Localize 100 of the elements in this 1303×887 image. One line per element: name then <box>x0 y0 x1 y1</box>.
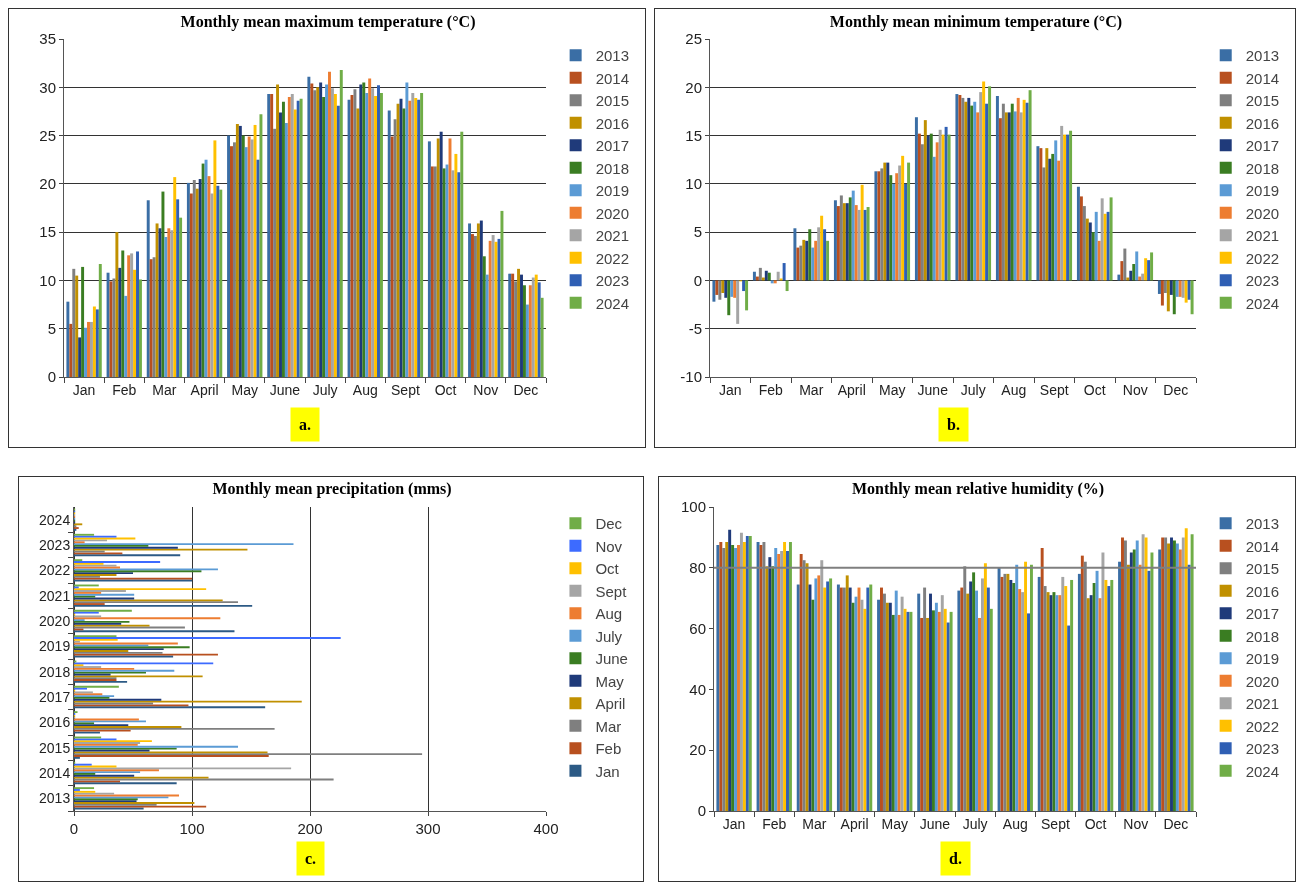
legend-label: 2018 <box>1245 627 1280 645</box>
legend-label: June <box>595 650 628 668</box>
y-tick-label: 2013 <box>39 790 71 807</box>
legend-label: Dec <box>595 515 623 533</box>
y-tick-label: 2018 <box>39 663 71 680</box>
x-tick-label: Jan <box>72 381 96 398</box>
x-tick-label: April <box>837 381 866 398</box>
x-tick-label: May <box>231 381 258 398</box>
legend-label: 2019 <box>1245 182 1280 200</box>
x-tick-label: May <box>879 381 906 398</box>
legend-label: 2013 <box>595 47 630 65</box>
x-tick-label: Nov <box>1123 815 1149 832</box>
text: c. <box>305 850 317 867</box>
x-tick-label: Mar <box>799 381 824 398</box>
y-tick-label: 2019 <box>39 638 71 655</box>
y-tick-label: 10 <box>39 271 56 289</box>
x-tick-label: Oct <box>1083 381 1106 398</box>
y-tick-label: 25 <box>39 126 56 144</box>
x-tick-label: 400 <box>533 820 559 837</box>
legend-label: 2024 <box>1245 762 1280 780</box>
legend-label: 2021 <box>1245 695 1280 713</box>
x-tick-label: Oct <box>1084 815 1107 832</box>
y-tick-label: 15 <box>39 223 56 241</box>
x-tick-label: Mar <box>152 381 177 398</box>
x-tick-label: Dec <box>1163 381 1189 398</box>
legend-label: 2023 <box>1245 740 1280 758</box>
x-tick-label: 200 <box>297 820 323 837</box>
y-tick-label: 2020 <box>39 612 71 629</box>
y-tick-label: 10 <box>685 175 702 193</box>
chart-title: Monthly mean precipitation (mms) <box>212 480 452 499</box>
x-tick-label: Feb <box>762 815 787 832</box>
chart-title: Monthly mean maximum temperature (°C) <box>180 12 476 31</box>
y-tick-label: 15 <box>685 126 702 144</box>
legend-label: 2015 <box>595 92 630 110</box>
x-tick-label: Aug <box>1001 381 1027 398</box>
legend-label: 2020 <box>1245 204 1280 222</box>
x-tick-label: Sept <box>391 381 420 398</box>
y-tick-label: 20 <box>685 78 702 96</box>
y-tick-label: -5 <box>688 319 702 337</box>
x-tick-label: Feb <box>758 381 784 398</box>
x-tick-label: 100 <box>179 820 205 837</box>
legend-label: 2015 <box>1245 92 1280 110</box>
legend-label: 2013 <box>1245 47 1280 65</box>
y-tick-label: 2014 <box>39 764 71 781</box>
legend-label: Nov <box>595 537 623 555</box>
legend-label: 2014 <box>595 69 630 87</box>
y-tick-label: 2021 <box>39 587 71 604</box>
chart-title: Monthly mean relative humidity (%) <box>851 480 1105 499</box>
x-tick-label: July <box>312 381 338 398</box>
y-tick-label: 0 <box>47 368 56 386</box>
y-tick-label: 2015 <box>39 739 71 756</box>
legend-label: 2014 <box>1245 69 1280 87</box>
x-tick-label: Mar <box>802 815 827 832</box>
legend-label: 2023 <box>1245 272 1280 290</box>
legend-label: 2013 <box>1245 515 1280 533</box>
legend-label: July <box>595 627 623 645</box>
y-tick-label: 5 <box>693 223 702 241</box>
legend-label: 2021 <box>595 227 630 245</box>
legend-label: 2019 <box>1245 650 1280 668</box>
y-tick-label: -10 <box>680 368 702 386</box>
x-tick-label: Aug <box>352 381 378 398</box>
x-tick-label: Nov <box>473 381 499 398</box>
legend-label: 2024 <box>1245 294 1280 312</box>
legend-label: 2020 <box>595 204 630 222</box>
x-tick-label: June <box>269 381 301 398</box>
legend-label: 2018 <box>1245 159 1280 177</box>
legend-label: 2015 <box>1245 560 1280 578</box>
y-tick-label: 100 <box>680 498 706 516</box>
x-tick-label: June <box>919 815 951 832</box>
y-tick-label: 25 <box>685 30 702 48</box>
legend-label: 2017 <box>1245 605 1280 623</box>
y-tick-label: 80 <box>689 559 706 577</box>
x-tick-label: Jan <box>718 381 742 398</box>
legend-label: April <box>595 695 626 713</box>
y-tick-label: 2016 <box>39 714 71 731</box>
legend-label: 2016 <box>1245 114 1280 132</box>
legend-label: May <box>595 672 625 690</box>
x-tick-label: Dec <box>1163 815 1189 832</box>
x-tick-label: July <box>960 381 986 398</box>
legend-label: 2019 <box>595 182 630 200</box>
y-tick-label: 2022 <box>39 562 71 579</box>
legend-label: 2024 <box>595 294 630 312</box>
legend-label: Jan <box>595 762 620 780</box>
x-tick-label: 300 <box>415 820 441 837</box>
x-tick-label: Dec <box>513 381 539 398</box>
x-tick-label: Sept <box>1041 815 1070 832</box>
y-tick-label: 40 <box>689 680 706 698</box>
x-tick-label: July <box>962 815 988 832</box>
legend-label: 2022 <box>595 249 630 267</box>
legend-label: 2018 <box>595 159 630 177</box>
x-tick-label: April <box>190 381 219 398</box>
x-tick-label: Aug <box>1002 815 1028 832</box>
legend-label: 2017 <box>595 137 630 155</box>
x-tick-label: May <box>881 815 908 832</box>
x-tick-label: Sept <box>1039 381 1069 398</box>
y-tick-label: 30 <box>39 78 56 96</box>
chart-title: Monthly mean minimum temperature (°C) <box>829 12 1123 31</box>
text: b. <box>947 416 960 433</box>
legend-label: Sept <box>595 582 628 600</box>
y-tick-label: 5 <box>47 319 56 337</box>
